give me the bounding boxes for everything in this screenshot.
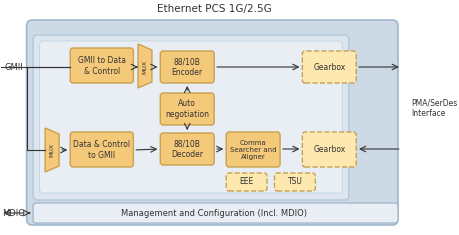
FancyBboxPatch shape (160, 93, 214, 125)
Text: Auto
negotiation: Auto negotiation (165, 99, 209, 119)
Text: 88/10B
Encoder: 88/10B Encoder (171, 57, 202, 77)
Text: MDIO: MDIO (2, 208, 25, 218)
FancyBboxPatch shape (160, 133, 214, 165)
Text: MUX: MUX (142, 60, 147, 74)
Polygon shape (138, 44, 151, 88)
Polygon shape (45, 128, 59, 172)
FancyBboxPatch shape (70, 132, 133, 167)
FancyBboxPatch shape (39, 41, 341, 193)
Text: TSU: TSU (287, 177, 302, 187)
Text: Gearbox: Gearbox (313, 145, 345, 154)
FancyBboxPatch shape (27, 20, 397, 225)
FancyBboxPatch shape (302, 51, 355, 83)
FancyBboxPatch shape (70, 48, 133, 83)
Text: GMII: GMII (4, 63, 23, 71)
Text: Data & Control
to GMII: Data & Control to GMII (73, 140, 130, 160)
Text: 88/10B
Decoder: 88/10B Decoder (171, 139, 203, 159)
Text: GMII to Data
& Control: GMII to Data & Control (78, 56, 125, 76)
Text: Comma
Searcher and
Aligner: Comma Searcher and Aligner (230, 140, 276, 160)
Text: Ethernet PCS 1G/2.5G: Ethernet PCS 1G/2.5G (157, 4, 271, 14)
FancyBboxPatch shape (274, 173, 315, 191)
Text: MUX: MUX (50, 143, 55, 157)
FancyBboxPatch shape (226, 173, 267, 191)
Text: EEE: EEE (239, 177, 253, 187)
FancyBboxPatch shape (302, 132, 355, 167)
Text: PMA/SerDes
Interface: PMA/SerDes Interface (410, 98, 456, 118)
FancyBboxPatch shape (33, 203, 397, 223)
FancyBboxPatch shape (160, 51, 214, 83)
Text: Management and Configuration (Incl. MDIO): Management and Configuration (Incl. MDIO… (121, 208, 307, 218)
FancyBboxPatch shape (226, 132, 280, 167)
Text: Gearbox: Gearbox (313, 63, 345, 71)
FancyBboxPatch shape (33, 35, 348, 200)
